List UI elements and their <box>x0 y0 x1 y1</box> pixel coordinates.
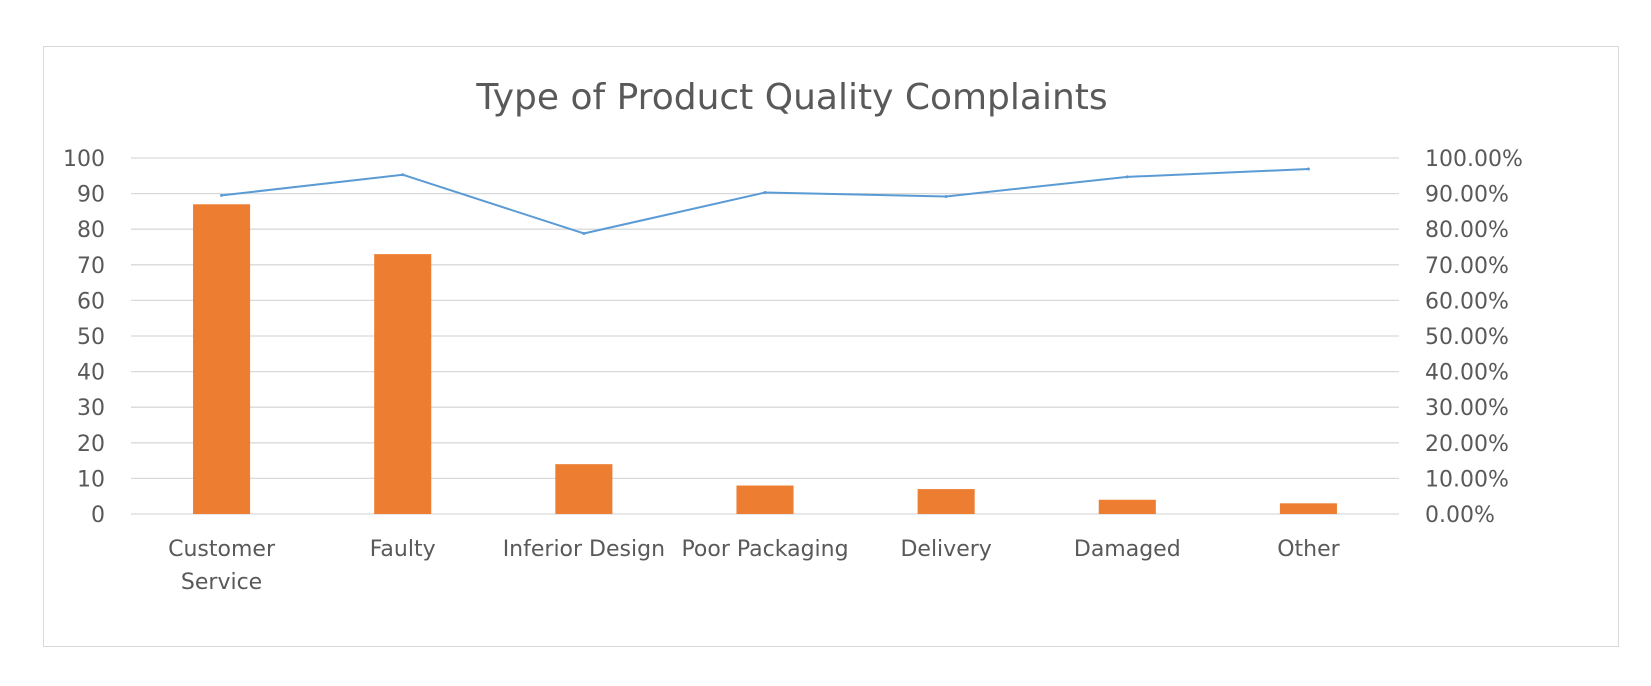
bar <box>736 485 794 514</box>
primary-tick-label: 10 <box>77 467 105 492</box>
category-label: Delivery <box>900 537 991 562</box>
primary-axis-ticks: 0 10 20 30 40 50 60 70 80 90 100 <box>63 147 105 528</box>
secondary-tick-label: 20.00% <box>1425 432 1509 457</box>
bar <box>374 254 432 514</box>
primary-tick-label: 100 <box>63 147 105 172</box>
secondary-tick-label: 80.00% <box>1425 218 1509 243</box>
secondary-tick-label: 100.00% <box>1425 147 1523 172</box>
primary-tick-label: 40 <box>77 361 105 386</box>
category-label: Customer <box>168 537 276 562</box>
secondary-tick-label: 70.00% <box>1425 254 1509 279</box>
line-point <box>763 191 767 195</box>
gridlines <box>131 157 1399 515</box>
secondary-tick-label: 90.00% <box>1425 183 1509 208</box>
line-point <box>1125 175 1129 179</box>
secondary-tick-label: 10.00% <box>1425 467 1509 492</box>
secondary-tick-label: 50.00% <box>1425 325 1509 350</box>
secondary-tick-label: 60.00% <box>1425 289 1509 314</box>
cumulative-series-line <box>221 168 1309 235</box>
bar <box>555 464 613 514</box>
primary-tick-label: 50 <box>77 325 105 350</box>
secondary-axis-ticks: 0.00% 10.00% 20.00% 30.00% 40.00% 50.00% 60.00… <box>1425 147 1523 528</box>
cumulative-line <box>220 167 1310 235</box>
line-point <box>582 231 586 235</box>
bar <box>1098 499 1156 514</box>
bars <box>193 204 1337 514</box>
primary-tick-label: 80 <box>77 218 105 243</box>
secondary-tick-label: 30.00% <box>1425 396 1509 421</box>
line-point <box>401 173 405 177</box>
primary-tick-label: 90 <box>77 183 105 208</box>
bar <box>1279 503 1337 514</box>
line-point <box>220 193 224 197</box>
line-point <box>944 194 948 198</box>
bar <box>917 489 975 514</box>
pareto-chart: Type of Product Quality Complaints 0 10 20… <box>63 77 1523 595</box>
bar <box>193 204 251 514</box>
secondary-tick-label: 0.00% <box>1425 503 1495 528</box>
category-label: Damaged <box>1074 537 1181 562</box>
primary-tick-label: 0 <box>91 503 105 528</box>
primary-tick-label: 30 <box>77 396 105 421</box>
category-label: Inferior Design <box>503 537 665 562</box>
primary-tick-label: 60 <box>77 289 105 314</box>
category-label: Service <box>181 570 262 595</box>
chart-frame: Type of Product Quality Complaints 0 10 20… <box>43 46 1619 647</box>
primary-tick-label: 70 <box>77 254 105 279</box>
line-point <box>1306 167 1310 171</box>
secondary-tick-label: 40.00% <box>1425 361 1509 386</box>
chart-title: Type of Product Quality Complaints <box>475 77 1107 118</box>
primary-tick-label: 20 <box>77 432 105 457</box>
category-label: Faulty <box>370 537 436 562</box>
category-labels: Customer Service Faulty Inferior Design Poor… <box>168 537 1340 595</box>
category-label: Other <box>1277 537 1340 562</box>
category-label: Poor Packaging <box>681 537 848 562</box>
